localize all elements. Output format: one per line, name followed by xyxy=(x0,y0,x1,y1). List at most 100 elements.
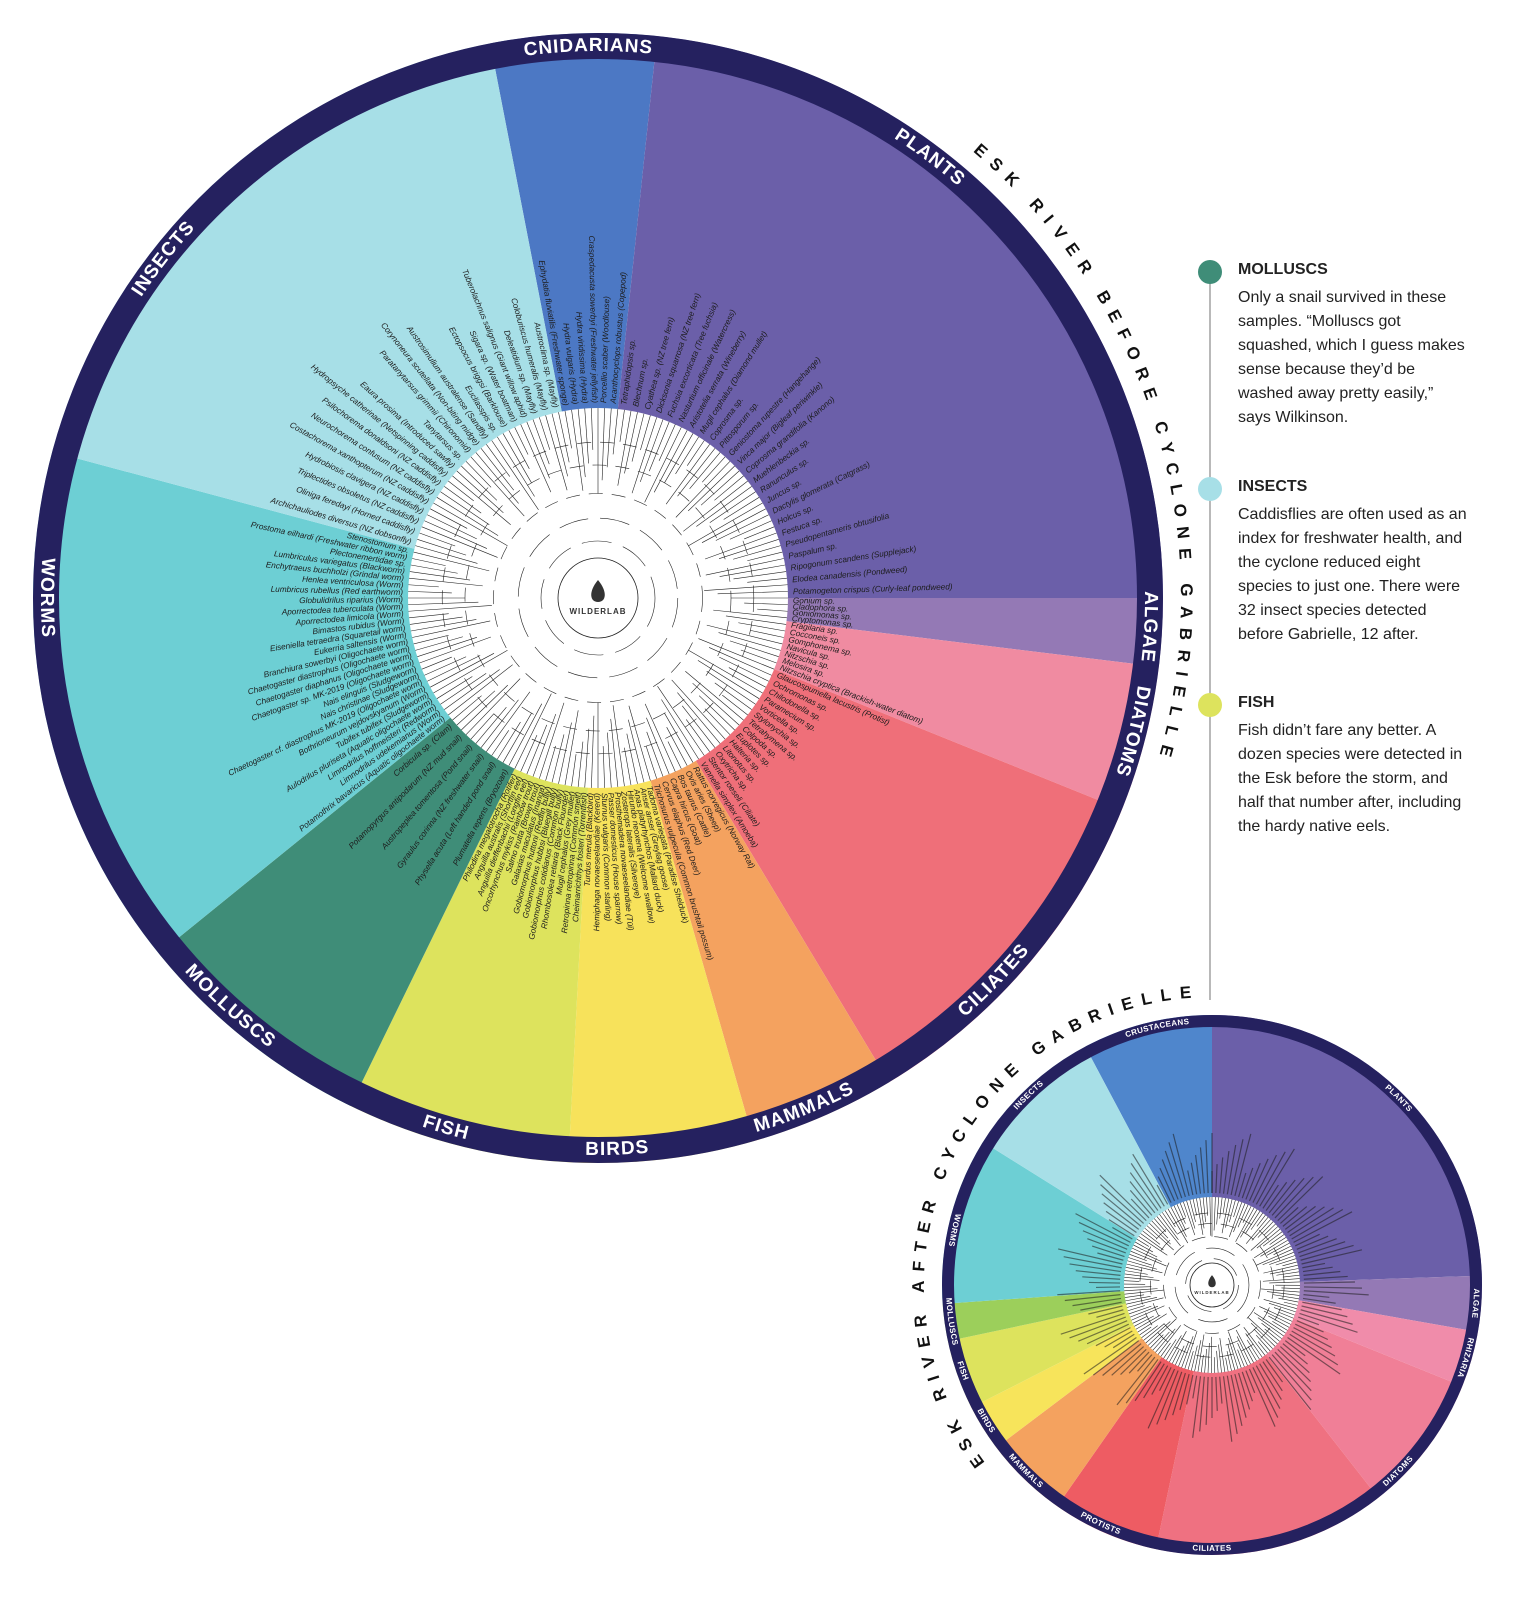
tree-branch xyxy=(1256,1214,1266,1227)
species-hairline xyxy=(1259,1148,1295,1207)
species-hairline xyxy=(1279,1346,1310,1374)
tree-branch xyxy=(675,436,699,475)
species-hairline xyxy=(1265,1359,1284,1383)
species-hairline xyxy=(1060,1312,1125,1335)
tree-branch xyxy=(413,551,490,572)
tree-branch xyxy=(1149,1222,1171,1245)
species-hairline xyxy=(1222,1376,1233,1442)
species-hairline xyxy=(1296,1320,1324,1333)
tree-branch xyxy=(667,741,682,769)
species-hairline xyxy=(1245,1162,1261,1200)
tree-branch xyxy=(747,551,783,562)
tree-branch xyxy=(412,620,491,638)
tree-branch xyxy=(1173,1205,1187,1231)
tree-branch xyxy=(1283,1301,1298,1306)
species-hairline xyxy=(1291,1208,1344,1240)
tree-branch xyxy=(717,591,788,595)
tree-branch xyxy=(1235,1207,1255,1242)
species-hairline xyxy=(1088,1305,1123,1315)
tree-branch xyxy=(688,649,763,694)
tree-branch xyxy=(1135,1241,1153,1253)
species-hairline xyxy=(1219,1376,1223,1404)
species-hairline xyxy=(1299,1312,1358,1333)
tree-branch xyxy=(558,722,572,784)
tree-branch xyxy=(671,679,726,740)
tree-branch xyxy=(1247,1346,1257,1362)
species-hairline xyxy=(1230,1374,1243,1426)
species-hairline xyxy=(1172,1372,1186,1416)
tree-branch xyxy=(1166,1335,1182,1361)
tree-branch xyxy=(465,678,521,735)
species-label: Turdus merula (Blackbird) xyxy=(583,792,595,886)
tree-branch xyxy=(661,699,699,760)
tree-branch xyxy=(1272,1294,1299,1300)
tree-arc xyxy=(493,493,703,703)
tree-branch xyxy=(1179,1202,1186,1218)
tree-branch xyxy=(1178,1341,1190,1367)
note-dot xyxy=(1198,260,1222,284)
tree-branch xyxy=(419,636,491,664)
tree-branch xyxy=(1126,1297,1164,1308)
tree-branch xyxy=(1216,1350,1219,1373)
tree-branch xyxy=(1281,1287,1300,1289)
tree-branch xyxy=(1229,1202,1243,1238)
tree-branch xyxy=(1124,1273,1154,1278)
tree-branch xyxy=(1256,1334,1271,1352)
tree-branch xyxy=(628,719,645,783)
tree-branch xyxy=(689,452,721,490)
tree-branch xyxy=(1225,1199,1233,1228)
tree-branch xyxy=(430,508,468,529)
group-label: WORMS xyxy=(36,557,58,638)
species-hairline xyxy=(1265,1181,1288,1211)
tree-branch xyxy=(688,502,763,547)
note: FISH Fish didn’t fare any better. A doze… xyxy=(1238,693,1470,839)
note: MOLLUSCS Only a snail survived in these … xyxy=(1238,260,1470,430)
tree-branch xyxy=(723,497,760,520)
tree-branch xyxy=(1278,1311,1294,1319)
tree-branch xyxy=(677,448,716,497)
tree-branch xyxy=(1136,1238,1150,1247)
tree-branch xyxy=(1141,1325,1158,1338)
tree-branch xyxy=(1129,1254,1147,1262)
tree-branch xyxy=(1146,1225,1174,1251)
species-hairline xyxy=(1215,1376,1218,1411)
tree-branch xyxy=(1128,1305,1152,1315)
species-hairline xyxy=(1164,1371,1183,1421)
tree-branch xyxy=(1189,1199,1196,1223)
species-hairline xyxy=(1161,1159,1179,1200)
tree-branch xyxy=(475,452,519,504)
tree-branch xyxy=(646,731,664,777)
tree-branch xyxy=(1235,1329,1254,1363)
species-hairline xyxy=(1057,1290,1121,1296)
species-hairline xyxy=(1303,1275,1348,1280)
note-dot xyxy=(1198,477,1222,501)
species-hairline xyxy=(1190,1162,1198,1195)
tree-branch xyxy=(1262,1278,1300,1282)
tree-branch xyxy=(653,430,688,493)
species-hairline xyxy=(1104,1330,1133,1348)
species-hairline xyxy=(1302,1301,1342,1311)
tree-branch xyxy=(440,491,490,525)
tree-arc xyxy=(1174,1247,1250,1323)
species-hairline xyxy=(1128,1351,1150,1374)
tree-branch xyxy=(1219,1197,1223,1219)
species-hairline xyxy=(1168,1142,1186,1198)
tree-branch xyxy=(491,730,510,756)
tree-arc xyxy=(1139,1212,1285,1358)
tree-branch xyxy=(1175,1345,1185,1366)
tree-branch xyxy=(415,636,463,651)
species-hairline xyxy=(1086,1323,1130,1345)
tree-branch xyxy=(1269,1234,1285,1245)
species-hairline xyxy=(1282,1206,1308,1227)
species-hairline xyxy=(1100,1184,1145,1224)
tree-branch xyxy=(1160,1342,1171,1357)
tree-branch xyxy=(1155,1328,1176,1353)
tree-branch xyxy=(1144,1227,1158,1239)
tree-branch xyxy=(1150,1334,1164,1349)
tree-branch xyxy=(545,745,556,781)
tree-branch xyxy=(1261,1288,1300,1293)
tree-branch xyxy=(526,421,550,479)
species-hairline xyxy=(1069,1263,1122,1273)
tree-branch xyxy=(704,708,731,735)
tree-branch xyxy=(456,470,504,514)
